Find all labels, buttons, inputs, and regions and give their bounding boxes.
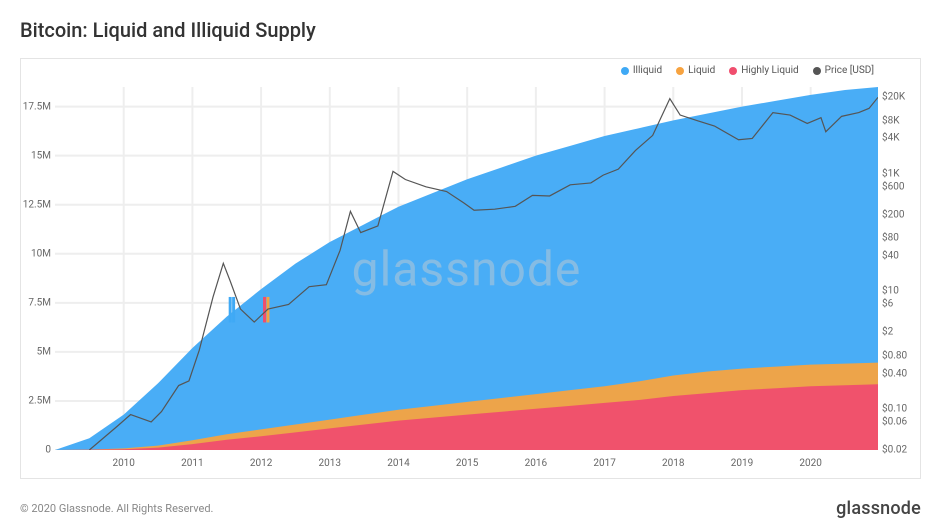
ytick-right: $200 bbox=[882, 209, 904, 220]
ytick-right: $4K bbox=[882, 133, 900, 144]
ytick-left: 2.5M bbox=[28, 395, 51, 406]
ytick-right: $6 bbox=[882, 299, 893, 310]
xtick: 2015 bbox=[456, 458, 478, 469]
ytick-right: $2 bbox=[882, 327, 893, 338]
y-axis-right: $0.02$0.06$0.10$0.40$0.80$2$6$10$40$80$2… bbox=[878, 87, 920, 450]
chart-title: Bitcoin: Liquid and Illiquid Supply bbox=[20, 18, 316, 42]
legend-item: Illiquid bbox=[621, 65, 662, 76]
xtick: 2014 bbox=[387, 458, 409, 469]
ytick-right: $0.02 bbox=[882, 445, 907, 456]
ytick-left: 7.5M bbox=[28, 297, 51, 308]
xtick: 2017 bbox=[593, 458, 615, 469]
legend-dot-icon bbox=[621, 67, 629, 75]
legend-item: Liquid bbox=[676, 65, 715, 76]
ytick-right: $80 bbox=[882, 233, 899, 244]
xtick: 2018 bbox=[662, 458, 684, 469]
ytick-right: $8K bbox=[882, 115, 900, 126]
ytick-right: $0.40 bbox=[882, 368, 907, 379]
legend-item: Highly Liquid bbox=[729, 65, 798, 76]
legend-label: Highly Liquid bbox=[741, 65, 798, 76]
ytick-right: $0.10 bbox=[882, 403, 907, 414]
ytick-right: $20K bbox=[882, 92, 905, 103]
xtick: 2012 bbox=[250, 458, 272, 469]
copyright: © 2020 Glassnode. All Rights Reserved. bbox=[20, 502, 213, 515]
page-root: { "title": "Bitcoin: Liquid and Illiquid… bbox=[0, 0, 941, 529]
ytick-right: $0.80 bbox=[882, 350, 907, 361]
ytick-right: $40 bbox=[882, 250, 899, 261]
ytick-right: $10 bbox=[882, 286, 899, 297]
legend-label: Illiquid bbox=[633, 65, 662, 76]
xtick: 2010 bbox=[112, 458, 134, 469]
ytick-left: 17.5M bbox=[23, 101, 51, 112]
ytick-right: $0.06 bbox=[882, 416, 907, 427]
ytick-right: $600 bbox=[882, 181, 904, 192]
legend-label: Liquid bbox=[688, 65, 715, 76]
xtick: 2011 bbox=[181, 458, 203, 469]
ytick-left: 12.5M bbox=[23, 199, 51, 210]
xtick: 2016 bbox=[525, 458, 547, 469]
legend-dot-icon bbox=[676, 67, 684, 75]
plot-area: glassnode bbox=[55, 87, 878, 450]
legend-item: Price [USD] bbox=[813, 65, 874, 76]
xtick: 2013 bbox=[319, 458, 341, 469]
legend-label: Price [USD] bbox=[825, 65, 874, 76]
legend-dot-icon bbox=[813, 67, 821, 75]
ytick-right: $1K bbox=[882, 168, 900, 179]
x-axis: 2010 2011 2012 2013 2014 2015 2016 2017 2018 2019… bbox=[55, 454, 878, 474]
legend: Illiquid Liquid Highly Liquid Price [USD] bbox=[621, 65, 874, 76]
ytick-left: 0 bbox=[45, 445, 51, 456]
y-axis-left: 02.5M5M7.5M10M12.5M15M17.5M bbox=[21, 87, 55, 450]
brand-logo: glassnode bbox=[836, 498, 921, 519]
xtick: 2019 bbox=[731, 458, 753, 469]
ytick-left: 15M bbox=[31, 150, 51, 161]
ytick-left: 5M bbox=[37, 346, 51, 357]
xtick: 2020 bbox=[799, 458, 821, 469]
chart-svg bbox=[55, 87, 878, 450]
chart-container: Illiquid Liquid Highly Liquid Price [USD] 0… bbox=[20, 58, 921, 479]
ytick-left: 10M bbox=[31, 248, 51, 259]
legend-dot-icon bbox=[729, 67, 737, 75]
